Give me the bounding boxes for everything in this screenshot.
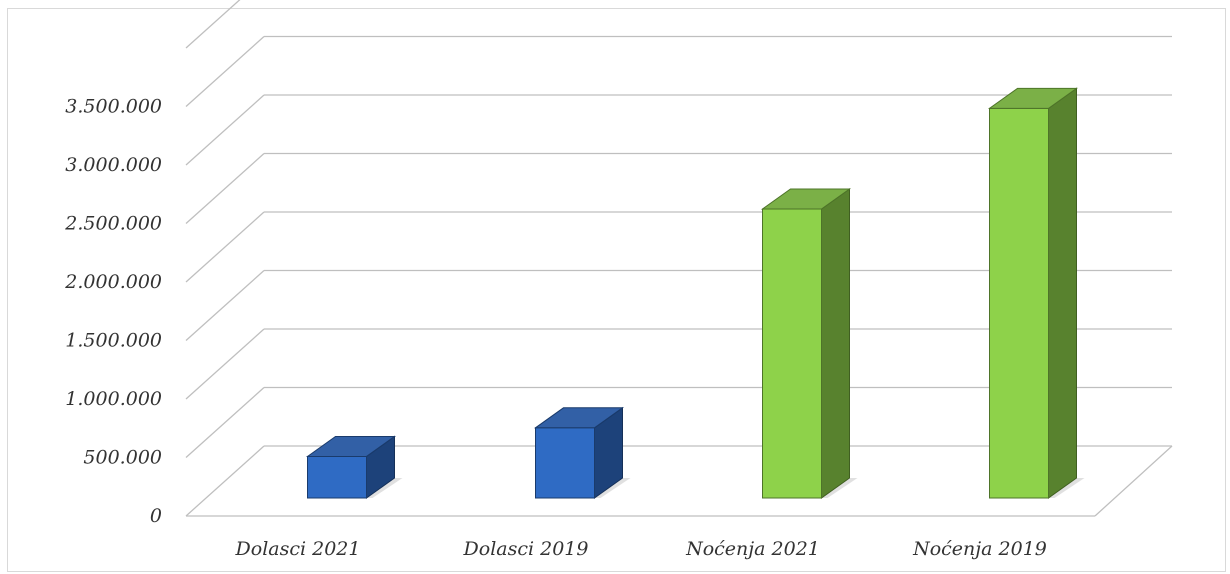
bar-3 <box>760 188 858 499</box>
bar-2 <box>533 406 631 499</box>
bar-side <box>821 188 850 499</box>
y-tick-label: 2.500.000 <box>64 213 162 235</box>
gridline-wall-4 <box>185 211 265 283</box>
bar-front <box>535 427 595 499</box>
bar-front <box>307 455 367 499</box>
y-tick-label: 3.000.000 <box>65 154 162 176</box>
y-tick-label: 500.000 <box>83 447 162 469</box>
bar-top <box>760 188 852 210</box>
y-tick-label: 3.500.000 <box>65 96 162 118</box>
x-category-label: Dolasci 2019 <box>463 538 589 560</box>
bar-4 <box>987 87 1085 499</box>
bar-top <box>533 407 625 429</box>
gridline-wall-6 <box>185 94 265 166</box>
gridline-wall-1 <box>185 387 265 458</box>
gridline-wall-5 <box>185 153 265 224</box>
gridline-wall-7 <box>185 36 265 107</box>
bar-top <box>987 87 1079 109</box>
y-tick-label: 2.000.000 <box>64 271 162 293</box>
labels-layer: 0 500.000 1.000.000 1.500.000 2.000.000 2.500… <box>64 96 1047 561</box>
gridline-wall-0 <box>185 445 265 517</box>
bar-1 <box>305 435 403 499</box>
x-category-label: Dolasci 2021 <box>235 538 361 560</box>
gridline-wall-3 <box>185 270 265 341</box>
bar-front <box>989 107 1049 499</box>
bar-side <box>1048 87 1077 499</box>
bar-top <box>305 435 397 457</box>
gridline-wall-top <box>185 0 241 49</box>
gridline-wall-2 <box>185 328 265 400</box>
x-category-label: Noćenja 2021 <box>685 538 820 560</box>
y-tick-label: 0 <box>150 505 162 527</box>
floor-right-edge <box>1094 445 1173 517</box>
x-category-label: Noćenja 2019 <box>912 538 1047 560</box>
bar-front <box>762 208 822 499</box>
y-tick-label: 1.000.000 <box>65 388 162 410</box>
bars-layer <box>305 87 1085 499</box>
y-tick-label: 1.500.000 <box>65 330 162 352</box>
